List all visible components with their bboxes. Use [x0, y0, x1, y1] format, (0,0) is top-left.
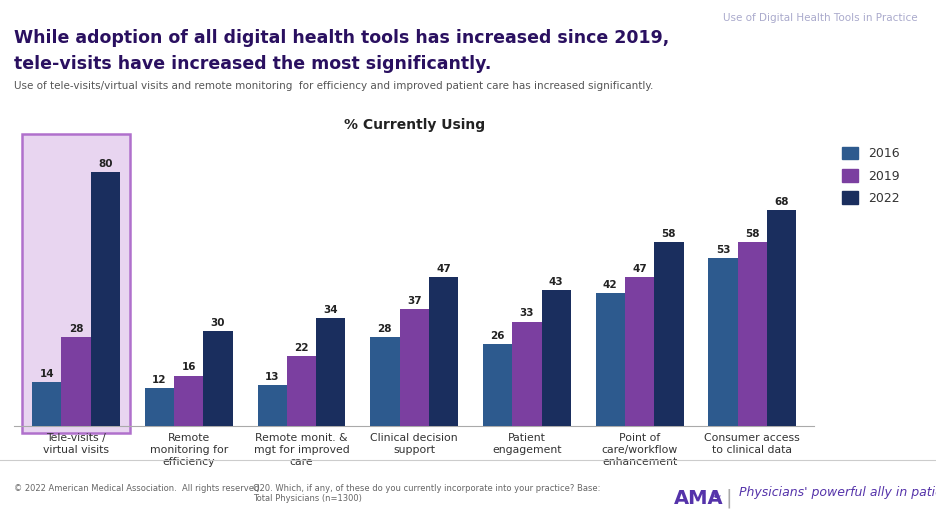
Bar [595, 293, 625, 426]
Text: 26: 26 [490, 331, 505, 341]
Bar [625, 277, 654, 426]
Text: Physicians' powerful ally in patient care: Physicians' powerful ally in patient car… [739, 486, 936, 499]
Text: 34: 34 [324, 305, 338, 315]
Text: AMA: AMA [674, 489, 724, 508]
Bar [203, 331, 233, 426]
Text: ❧: ❧ [709, 489, 721, 503]
Bar [62, 337, 91, 426]
Text: 58: 58 [745, 229, 760, 239]
Bar [512, 321, 542, 426]
Text: 47: 47 [632, 264, 647, 274]
Title: % Currently Using: % Currently Using [344, 118, 485, 132]
Text: 42: 42 [603, 280, 618, 290]
Text: © 2022 American Medical Association.  All rights reserved.: © 2022 American Medical Association. All… [14, 484, 262, 492]
Text: 12: 12 [153, 375, 167, 385]
Text: 68: 68 [774, 197, 789, 207]
Bar [316, 318, 345, 426]
Bar [286, 357, 316, 426]
Bar [709, 258, 738, 426]
Bar [174, 375, 203, 426]
Bar [767, 210, 797, 426]
Text: 14: 14 [39, 369, 54, 379]
Text: While adoption of all digital health tools has increased since 2019,: While adoption of all digital health too… [14, 29, 669, 47]
Bar [145, 388, 174, 426]
Text: 22: 22 [294, 343, 309, 353]
Text: Use of tele-visits/virtual visits and remote monitoring  for efficiency and impr: Use of tele-visits/virtual visits and re… [14, 81, 653, 90]
Legend: 2016, 2019, 2022: 2016, 2019, 2022 [842, 147, 900, 205]
Text: 16: 16 [182, 362, 196, 372]
Bar [483, 344, 512, 426]
Text: 43: 43 [548, 277, 563, 287]
Bar [654, 242, 683, 426]
Text: |: | [725, 489, 732, 509]
Bar [91, 172, 120, 426]
Text: 13: 13 [265, 372, 280, 382]
Text: tele-visits have increased the most significantly.: tele-visits have increased the most sign… [14, 55, 491, 73]
Text: 53: 53 [716, 245, 730, 255]
FancyBboxPatch shape [22, 134, 130, 433]
Text: 47: 47 [436, 264, 451, 274]
Text: 33: 33 [519, 308, 534, 318]
Bar [429, 277, 458, 426]
Text: 80: 80 [98, 159, 112, 169]
Text: 28: 28 [377, 324, 392, 334]
Bar [400, 309, 429, 426]
Text: 28: 28 [68, 324, 83, 334]
Bar [32, 382, 62, 426]
Text: 30: 30 [211, 318, 226, 328]
Text: Q20. Which, if any, of these do you currently incorporate into your practice? Ba: Q20. Which, if any, of these do you curr… [253, 484, 600, 503]
Bar [738, 242, 767, 426]
Bar [257, 385, 286, 426]
Text: 37: 37 [407, 296, 421, 306]
Bar [371, 337, 400, 426]
Bar [542, 290, 571, 426]
Text: 58: 58 [662, 229, 676, 239]
Text: Use of Digital Health Tools in Practice: Use of Digital Health Tools in Practice [723, 13, 917, 23]
